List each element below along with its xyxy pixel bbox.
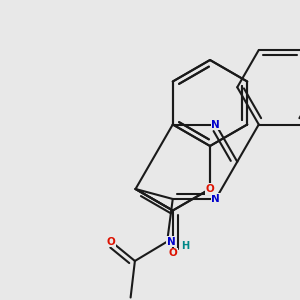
Text: H: H xyxy=(181,241,189,250)
Text: O: O xyxy=(168,248,177,259)
Text: N: N xyxy=(167,237,176,247)
Text: N: N xyxy=(212,119,220,130)
Text: O: O xyxy=(107,237,116,247)
Text: N: N xyxy=(212,194,220,204)
Text: O: O xyxy=(206,184,214,194)
